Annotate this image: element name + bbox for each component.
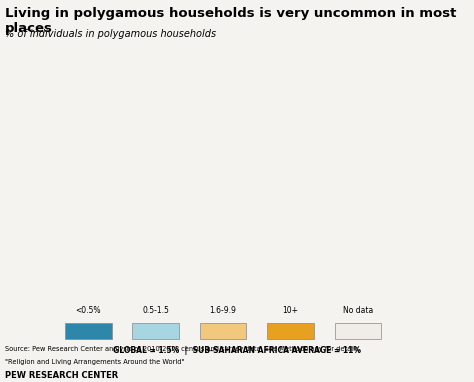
Text: Living in polygamous households is very uncommon in most places: Living in polygamous households is very … — [5, 7, 456, 35]
Text: Source: Pew Research Center analysis of 2010-2018 census and survey data. See Me: Source: Pew Research Center analysis of … — [5, 346, 360, 352]
FancyBboxPatch shape — [335, 323, 381, 338]
Text: PEW RESEARCH CENTER: PEW RESEARCH CENTER — [5, 371, 118, 380]
FancyBboxPatch shape — [132, 323, 179, 338]
FancyBboxPatch shape — [267, 323, 314, 338]
Text: No data: No data — [343, 306, 373, 315]
FancyBboxPatch shape — [65, 323, 111, 338]
Text: GLOBAL = 1.5%  |  SUB-SAHARAN AFRICA AVERAGE = 11%: GLOBAL = 1.5% | SUB-SAHARAN AFRICA AVERA… — [113, 345, 361, 354]
Text: "Religion and Living Arrangements Around the World": "Religion and Living Arrangements Around… — [5, 359, 184, 365]
Text: 1.6-9.9: 1.6-9.9 — [210, 306, 237, 315]
Text: <0.5%: <0.5% — [76, 306, 101, 315]
Text: 10+: 10+ — [283, 306, 299, 315]
Text: 0.5-1.5: 0.5-1.5 — [142, 306, 169, 315]
Text: % of individuals in polygamous households: % of individuals in polygamous household… — [5, 29, 216, 39]
FancyBboxPatch shape — [200, 323, 246, 338]
